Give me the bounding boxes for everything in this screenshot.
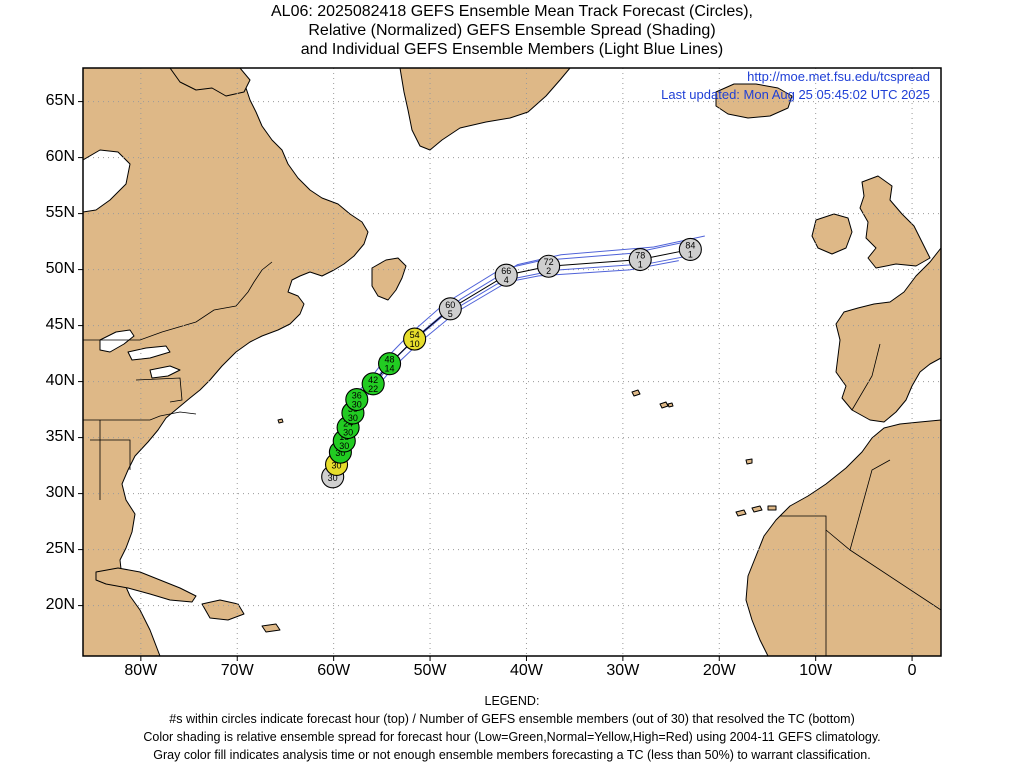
track-point: 605	[438, 297, 462, 321]
member-count: 14	[385, 364, 395, 374]
track-point: 781	[628, 247, 652, 272]
member-count: 30	[328, 473, 338, 483]
azores-land	[631, 389, 674, 409]
lat-label: 40N	[45, 371, 75, 389]
lat-label: 65N	[45, 91, 75, 109]
info-url: http://moe.met.fsu.edu/tcspread	[747, 69, 930, 84]
baffin-land	[169, 68, 251, 97]
puerto-rico-land	[261, 623, 281, 633]
forecast-hour: 48	[385, 355, 395, 365]
track-circle	[378, 352, 402, 376]
title-line-1: AL06: 2025082418 GEFS Ensemble Mean Trac…	[271, 3, 753, 20]
lon-label: 0	[907, 662, 917, 679]
track-circle	[438, 297, 462, 321]
track-circle	[403, 327, 427, 351]
mean-track: 3030301830243030303630422248145410605664…	[321, 237, 702, 489]
track-circle	[361, 372, 385, 396]
lat-label: 55N	[45, 203, 75, 221]
member-count: 30	[348, 413, 358, 423]
greenland-land	[399, 68, 571, 151]
member-count: 5	[448, 309, 453, 319]
title-line-2: Relative (Normalized) GEFS Ensemble Spre…	[308, 22, 716, 39]
member-count: 4	[504, 275, 509, 285]
track-circle	[345, 387, 369, 412]
lat-label: 35N	[45, 427, 75, 445]
member-count: 10	[410, 339, 420, 349]
member-count: 1	[638, 260, 643, 270]
track-point: 722	[537, 254, 561, 278]
canary-islands-land	[735, 505, 777, 517]
lon-label: 80W	[124, 662, 158, 679]
political-borders	[83, 261, 941, 656]
lat-label: 30N	[45, 483, 75, 501]
forecast-hour: 24	[343, 419, 353, 429]
axis-ticks	[78, 101, 913, 661]
lat-label: 50N	[45, 259, 75, 277]
member-count: 30	[352, 400, 362, 410]
lat-label: 45N	[45, 315, 75, 333]
member-count: 30	[339, 441, 349, 451]
title-line-3: and Individual GEFS Ensemble Members (Li…	[300, 41, 724, 58]
newfoundland-land	[371, 257, 407, 301]
track-circle	[628, 247, 652, 272]
map-frame	[82, 67, 942, 657]
lon-label: 40W	[510, 662, 543, 679]
member-count: 30	[335, 448, 345, 458]
forecast-hour: 84	[685, 240, 695, 250]
member-count: 30	[332, 460, 342, 470]
cuba-land	[95, 567, 197, 603]
north-america-land	[83, 68, 369, 656]
lon-label: 30W	[606, 662, 640, 679]
member-count: 2	[546, 266, 551, 276]
madeira-land	[745, 458, 753, 465]
hispaniola-land	[201, 599, 245, 621]
iceland-land	[715, 83, 793, 119]
member-count: 30	[343, 428, 353, 438]
forecast-hour: 54	[410, 330, 420, 340]
member-count: 22	[368, 384, 378, 394]
great-britain-land	[859, 175, 931, 269]
legend-heading: LEGEND:	[484, 694, 540, 708]
forecast-hour: 36	[352, 391, 362, 401]
legend-line-2: Color shading is relative ensemble sprea…	[143, 730, 881, 744]
lon-label: 10W	[799, 662, 833, 679]
track-point: 664	[494, 263, 518, 287]
legend-line-1: #s within circles indicate forecast hour…	[169, 712, 855, 726]
lon-label: 20W	[702, 662, 736, 679]
lat-label: 20N	[45, 595, 75, 613]
ireland-land	[811, 213, 853, 255]
lon-label: 70W	[220, 662, 254, 679]
forecast-hour: 42	[368, 375, 378, 385]
track-circle	[494, 263, 518, 287]
forecast-hour: 72	[544, 257, 554, 267]
lon-label: 60W	[317, 662, 351, 679]
africa-land	[745, 419, 941, 656]
legend-line-3: Gray color fill indicates analysis time …	[153, 748, 871, 762]
graticule	[83, 68, 941, 656]
lon-label: 50W	[413, 662, 447, 679]
track-circle	[537, 254, 561, 278]
info-updated: Last updated: Mon Aug 25 05:45:02 UTC 20…	[661, 87, 930, 102]
forecast-hour: 66	[501, 266, 511, 276]
europe-land	[835, 247, 941, 423]
forecast-hour: 78	[635, 251, 645, 261]
bermuda-land	[277, 418, 284, 424]
forecast-hour: 60	[445, 300, 455, 310]
member-count: 1	[688, 249, 693, 259]
track-circle	[678, 237, 702, 261]
track-point: 841	[678, 237, 702, 261]
lat-label: 25N	[45, 539, 75, 557]
hudson-bay	[83, 149, 131, 213]
lat-label: 60N	[45, 147, 75, 165]
